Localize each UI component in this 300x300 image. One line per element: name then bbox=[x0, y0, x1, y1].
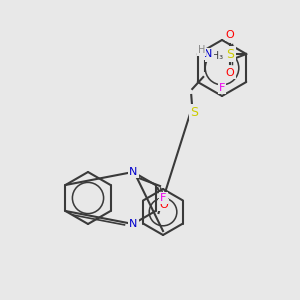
Text: F: F bbox=[160, 193, 166, 203]
Text: N: N bbox=[204, 49, 212, 59]
Text: H: H bbox=[198, 45, 205, 55]
Text: N: N bbox=[129, 167, 137, 177]
Text: O: O bbox=[226, 30, 235, 40]
Text: CH₃: CH₃ bbox=[206, 51, 224, 61]
Text: N: N bbox=[129, 219, 137, 229]
Text: S: S bbox=[190, 106, 198, 118]
Text: O: O bbox=[226, 68, 235, 78]
Text: S: S bbox=[226, 47, 234, 61]
Text: O: O bbox=[159, 200, 168, 210]
Text: F: F bbox=[219, 83, 225, 93]
